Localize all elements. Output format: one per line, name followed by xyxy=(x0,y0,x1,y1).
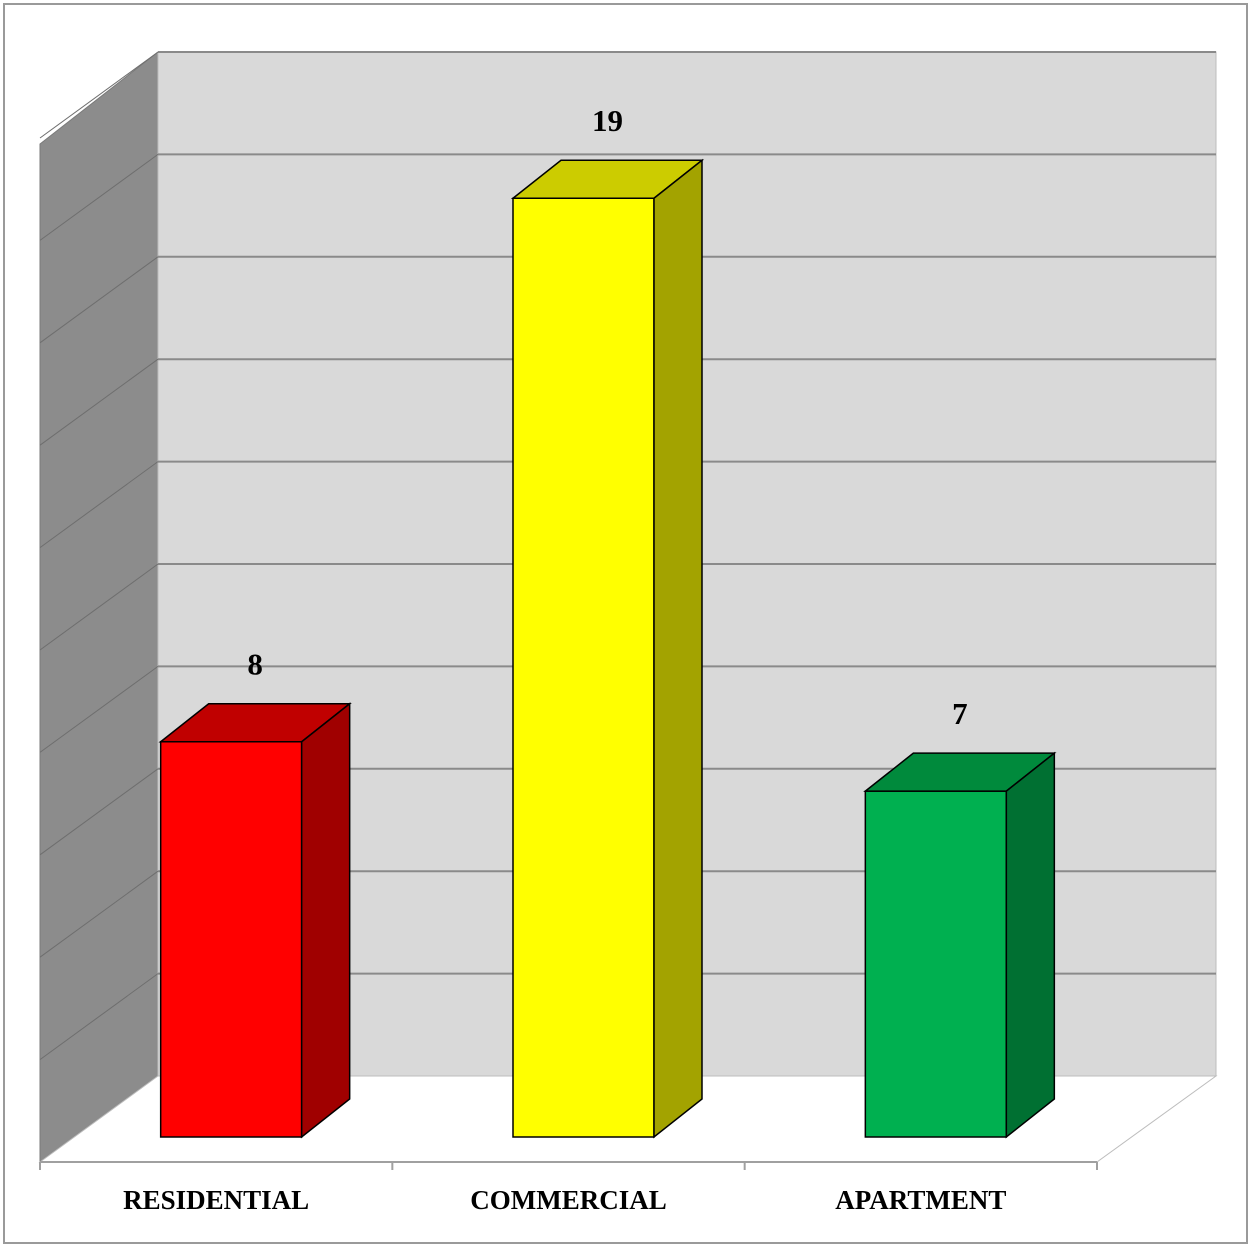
category-label-commercial: COMMERCIAL xyxy=(470,1185,667,1215)
value-label-commercial: 19 xyxy=(592,103,623,138)
gridline-side xyxy=(39,358,159,446)
bar-front xyxy=(159,740,303,1138)
bar-front xyxy=(864,790,1008,1138)
value-label-residential: 8 xyxy=(247,647,263,682)
bar-side xyxy=(300,702,351,1139)
value-labels: 8 19 7 xyxy=(247,103,967,731)
gridline-side xyxy=(39,256,159,344)
bar-residential xyxy=(158,702,352,1139)
gridline-side xyxy=(39,51,159,139)
gridline-side xyxy=(39,768,159,856)
gridline-side xyxy=(39,870,159,958)
bar-commercial xyxy=(510,158,705,1139)
gridline-side xyxy=(39,563,159,651)
bar-front xyxy=(512,197,655,1138)
gridline-side xyxy=(39,461,159,549)
category-labels: RESIDENTIAL COMMERCIAL APARTMENT xyxy=(123,1185,1006,1215)
bars xyxy=(158,158,1057,1139)
bar-side xyxy=(1005,751,1056,1139)
gridline-side xyxy=(39,665,159,753)
gridline-side xyxy=(39,973,159,1061)
gridline-side xyxy=(39,153,159,241)
category-label-apartment: APARTMENT xyxy=(835,1185,1006,1215)
category-label-residential: RESIDENTIAL xyxy=(123,1185,309,1215)
bar-side xyxy=(653,158,703,1139)
value-label-apartment: 7 xyxy=(952,696,968,731)
bar-apartment xyxy=(863,751,1057,1139)
